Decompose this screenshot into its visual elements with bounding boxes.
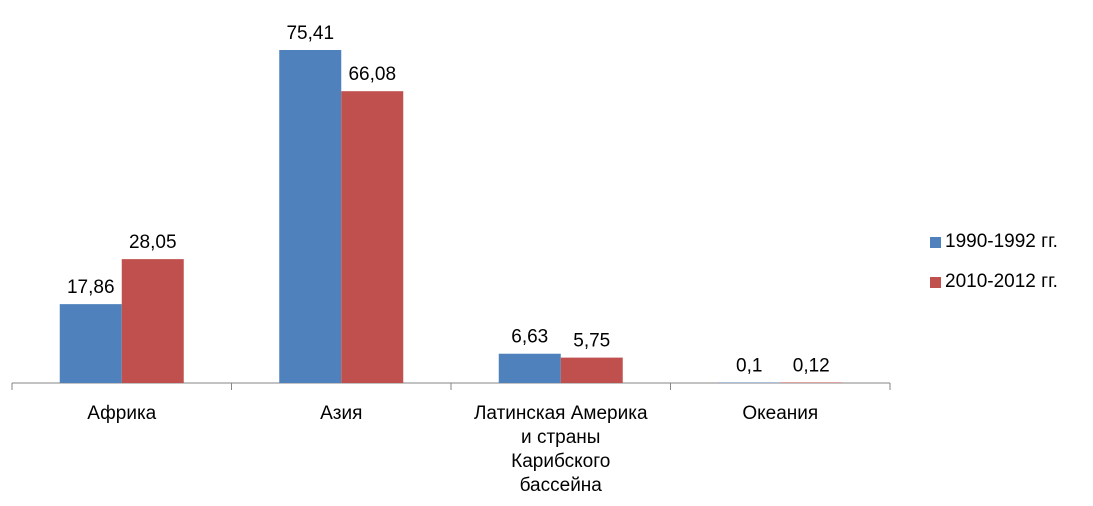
category-label-4: Океания bbox=[742, 403, 818, 424]
category-label-1: Африка bbox=[87, 403, 156, 424]
legend-swatch-series-1 bbox=[930, 236, 941, 248]
data-label-series-2-cat-4: 0,12 bbox=[793, 355, 830, 376]
category-label-2: Азия bbox=[320, 403, 362, 424]
data-label-series-2-cat-2: 66,08 bbox=[348, 64, 396, 85]
data-label-series-2-cat-3: 5,75 bbox=[573, 331, 610, 352]
data-label-series-1-cat-3: 6,63 bbox=[511, 327, 548, 348]
data-label-series-1-cat-1: 17,86 bbox=[67, 277, 115, 298]
data-label-series-1-cat-4: 0,1 bbox=[736, 356, 762, 377]
bar-series-2-cat-2 bbox=[341, 91, 404, 383]
bar-series-1-cat-1 bbox=[59, 304, 122, 383]
bar-series-1-cat-2 bbox=[279, 50, 342, 383]
legend: 1990-1992 гг. 2010-2012 гг. bbox=[930, 231, 1058, 312]
data-label-series-2-cat-1: 28,05 bbox=[129, 232, 177, 253]
legend-label-series-1: 1990-1992 гг. bbox=[945, 231, 1058, 252]
legend-swatch-series-2 bbox=[930, 276, 941, 288]
legend-item-series-1: 1990-1992 гг. bbox=[930, 231, 1058, 252]
bar-series-2-cat-4 bbox=[780, 382, 843, 383]
legend-item-series-2: 2010-2012 гг. bbox=[930, 271, 1058, 292]
bar-series-1-cat-3 bbox=[498, 353, 561, 383]
legend-label-series-2: 2010-2012 гг. bbox=[945, 271, 1058, 292]
category-label-3: Латинская Америка и страны Карибского бассе… bbox=[474, 403, 648, 496]
bar-series-2-cat-1 bbox=[121, 259, 184, 383]
data-label-series-1-cat-2: 75,41 bbox=[286, 23, 334, 44]
bar-series-2-cat-3 bbox=[560, 357, 623, 383]
